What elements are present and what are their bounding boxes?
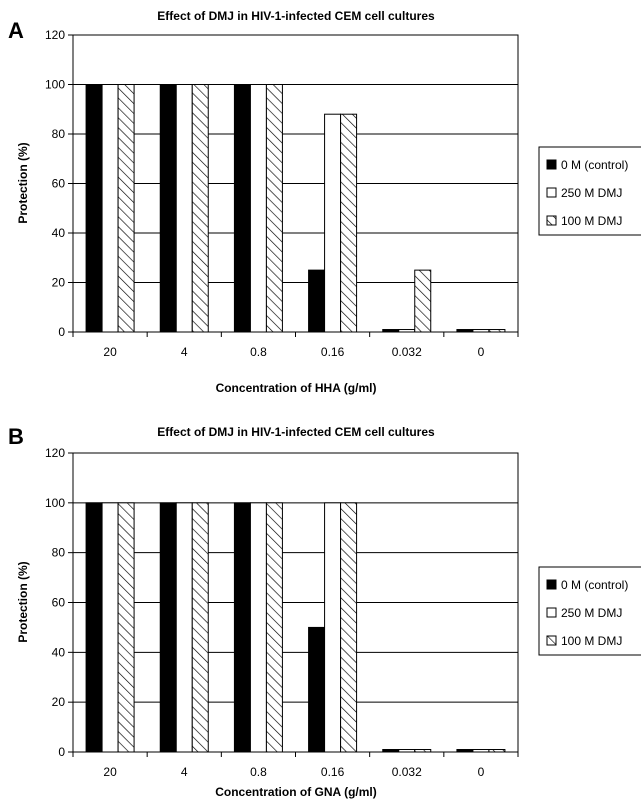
bar (159, 84, 177, 333)
plot-area: 0 20 40 60 80 100 120 20 4 0.8 0.16 0.032 0 (45, 446, 519, 779)
legend-label: 100 M DMJ (561, 214, 622, 228)
x-tick-label: 0.16 (321, 345, 345, 359)
x-tick-label: 4 (181, 345, 188, 359)
bar (414, 269, 432, 333)
y-tick-label: 60 (52, 596, 66, 610)
legend-swatch (546, 187, 557, 198)
legend-swatch (546, 635, 557, 646)
legend: 0 M (control) 250 M DMJ 100 M DMJ (538, 146, 641, 236)
legend-swatch (546, 579, 557, 590)
bar (340, 113, 358, 333)
bar (382, 329, 400, 333)
y-tick-label: 100 (45, 78, 65, 92)
bar (175, 502, 193, 753)
bar (249, 84, 267, 333)
bar (398, 329, 416, 333)
y-tick-label: 80 (52, 546, 66, 560)
x-tick-label: 0.032 (392, 345, 422, 359)
bar (117, 502, 135, 753)
bar (191, 84, 209, 333)
bar (85, 502, 103, 753)
y-tick-label: 100 (45, 496, 65, 510)
panel-letter: B (8, 424, 24, 449)
x-axis-label: Concentration of HHA (g/ml) (216, 381, 377, 395)
y-tick-label: 40 (52, 226, 66, 240)
bar (324, 113, 342, 333)
bar (340, 502, 358, 753)
legend-label: 100 M DMJ (561, 634, 622, 648)
y-tick-label: 40 (52, 645, 66, 659)
bar (191, 502, 209, 753)
y-axis-label: Protection (%) (16, 561, 30, 642)
y-axis-label: Protection (%) (16, 142, 30, 223)
bar (265, 502, 283, 753)
x-tick-label: 0.032 (392, 765, 422, 779)
bar (265, 84, 283, 333)
bar (249, 502, 267, 753)
bar (101, 502, 119, 753)
panel-letter: A (8, 18, 24, 43)
legend-label: 250 M DMJ (561, 186, 622, 200)
bar (456, 329, 474, 333)
y-tick-label: 0 (58, 325, 65, 339)
x-tick-label: 0.8 (250, 765, 267, 779)
y-tick-label: 20 (52, 276, 66, 290)
x-tick-label: 20 (103, 345, 117, 359)
bar (414, 749, 432, 753)
bar (488, 749, 506, 753)
bar (233, 84, 251, 333)
bar (382, 749, 400, 753)
bar (233, 502, 251, 753)
bar (85, 84, 103, 333)
y-tick-label: 120 (45, 446, 65, 460)
bar (159, 502, 177, 753)
y-tick-label: 60 (52, 177, 66, 191)
x-tick-label: 0 (478, 345, 485, 359)
bar (472, 749, 490, 753)
bar (456, 749, 474, 753)
bar (308, 269, 326, 333)
chart-title: Effect of DMJ in HIV-1-infected CEM cell… (157, 9, 435, 23)
legend: 0 M (control) 250 M DMJ 100 M DMJ (538, 566, 641, 656)
chart-panel-a: A Effect of DMJ in HIV-1-infected CEM ce… (8, 9, 641, 395)
legend-swatch (546, 215, 557, 226)
y-tick-label: 120 (45, 28, 65, 42)
bar (101, 84, 119, 333)
bar (308, 626, 326, 753)
y-tick-label: 0 (58, 745, 65, 759)
bar (324, 502, 342, 753)
bar (488, 329, 506, 333)
y-tick-label: 20 (52, 695, 66, 709)
x-tick-label: 20 (103, 765, 117, 779)
x-tick-label: 0.16 (321, 765, 345, 779)
x-axis-label: Concentration of GNA (g/ml) (215, 785, 377, 799)
chart-title: Effect of DMJ in HIV-1-infected CEM cell… (157, 425, 435, 439)
bar (117, 84, 135, 333)
legend-label: 0 M (control) (561, 158, 628, 172)
x-tick-label: 0 (478, 765, 485, 779)
bar (472, 329, 490, 333)
chart-panel-b: B Effect of DMJ in HIV-1-infected CEM ce… (8, 424, 641, 799)
bar (398, 749, 416, 753)
x-tick-label: 4 (181, 765, 188, 779)
legend-label: 0 M (control) (561, 578, 628, 592)
bar (175, 84, 193, 333)
y-tick-label: 80 (52, 127, 66, 141)
legend-label: 250 M DMJ (561, 606, 622, 620)
legend-swatch (546, 159, 557, 170)
plot-area: 0 20 40 60 80 100 120 20 4 0.8 0.16 0.032 0 (45, 28, 519, 359)
legend-swatch (546, 607, 557, 618)
x-tick-label: 0.8 (250, 345, 267, 359)
